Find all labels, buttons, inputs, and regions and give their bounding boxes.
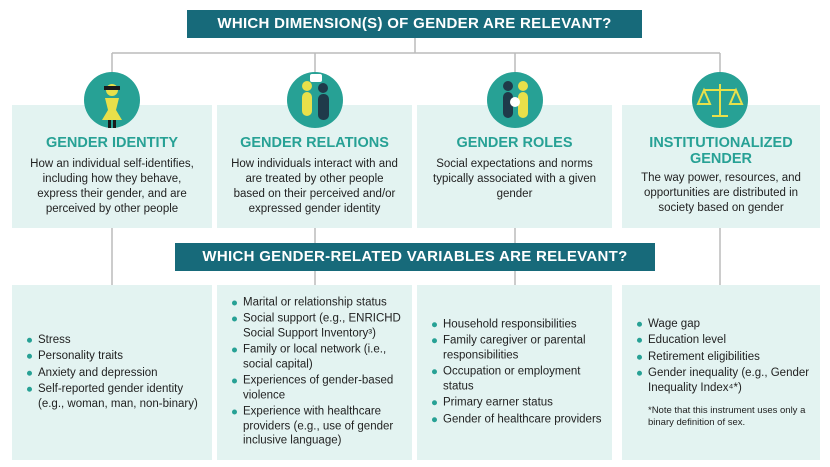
variables-box: Stress Personality traits Anxiety and depr… xyxy=(12,285,212,460)
variable-list: Wage gap Education level Retirement eligib… xyxy=(622,316,820,395)
variables-content: Stress Personality traits Anxiety and depr… xyxy=(12,332,212,413)
variables-banner: WHICH GENDER-RELATED VARIABLES ARE RELEV… xyxy=(175,243,655,271)
roles-icon xyxy=(487,72,543,128)
variable-item: Family or local network (i.e., social ca… xyxy=(232,343,402,372)
variable-item: Family caregiver or parental responsibil… xyxy=(432,333,602,362)
variable-item: Stress xyxy=(27,332,202,347)
dimension-box: GENDER RELATIONS How individuals interact… xyxy=(217,105,412,228)
variables-content: Wage gap Education level Retirement eligib… xyxy=(622,316,820,429)
variable-item: Gender of healthcare providers xyxy=(432,412,602,425)
dimension-description: How individuals interact with and are tr… xyxy=(231,158,398,215)
variable-item: Personality traits xyxy=(27,349,202,364)
variable-item: Retirement eligibilities xyxy=(637,349,810,364)
institution-icon xyxy=(692,72,748,128)
variable-item: Social support (e.g., ENRICHD Social Sup… xyxy=(232,312,401,339)
variable-item: Wage gap xyxy=(637,316,810,331)
variable-list: Stress Personality traits Anxiety and depr… xyxy=(12,332,212,411)
variable-list: Marital or relationship status Social sup… xyxy=(217,295,412,448)
variable-item: Marital or relationship status xyxy=(232,295,402,310)
variable-item: Occupation or employment status xyxy=(432,364,602,393)
top-banner: WHICH DIMENSION(S) OF GENDER ARE RELEVAN… xyxy=(187,10,642,38)
dimension-description: The way power, resources, and opportunit… xyxy=(641,172,801,214)
relations-icon xyxy=(287,72,343,128)
dimension-title: GENDER IDENTITY xyxy=(45,135,179,151)
variable-list: Household responsibilities Family caregiv… xyxy=(417,317,612,427)
icons xyxy=(84,72,748,128)
variables-content: Household responsibilities Family caregiv… xyxy=(417,317,612,429)
dimension-description: How an individual self-identifies, inclu… xyxy=(30,158,194,215)
variable-item: Primary earner status xyxy=(432,395,602,410)
variables-box: Wage gap Education level Retirement eligib… xyxy=(622,285,820,460)
dimension-title: INSTITUTIONALIZED GENDER xyxy=(649,135,793,167)
variable-item: Experiences of gender-based violence xyxy=(232,374,402,403)
variable-item: Gender inequality (e.g., Gender Inequali… xyxy=(637,366,810,394)
dimension-title: GENDER RELATIONS xyxy=(240,135,389,151)
dimension-title: GENDER ROLES xyxy=(456,135,573,151)
variable-item: Self-reported gender identity (e.g., wom… xyxy=(27,382,202,411)
variable-item: Education level xyxy=(637,333,810,348)
footnote: *Note that this instrument uses only a b… xyxy=(648,404,806,428)
variable-item: Household responsibilities xyxy=(432,317,602,332)
dimension-description: Social expectations and norms typically … xyxy=(433,158,596,200)
variable-item: Experience with healthcare providers (e.… xyxy=(232,405,402,449)
variable-item: Anxiety and depression xyxy=(27,365,202,380)
variables-content: Marital or relationship status Social sup… xyxy=(217,295,412,450)
variables-box: Marital or relationship status Social sup… xyxy=(217,285,412,460)
variables-box: Household responsibilities Family caregiv… xyxy=(417,285,612,460)
identity-icon xyxy=(84,72,140,128)
